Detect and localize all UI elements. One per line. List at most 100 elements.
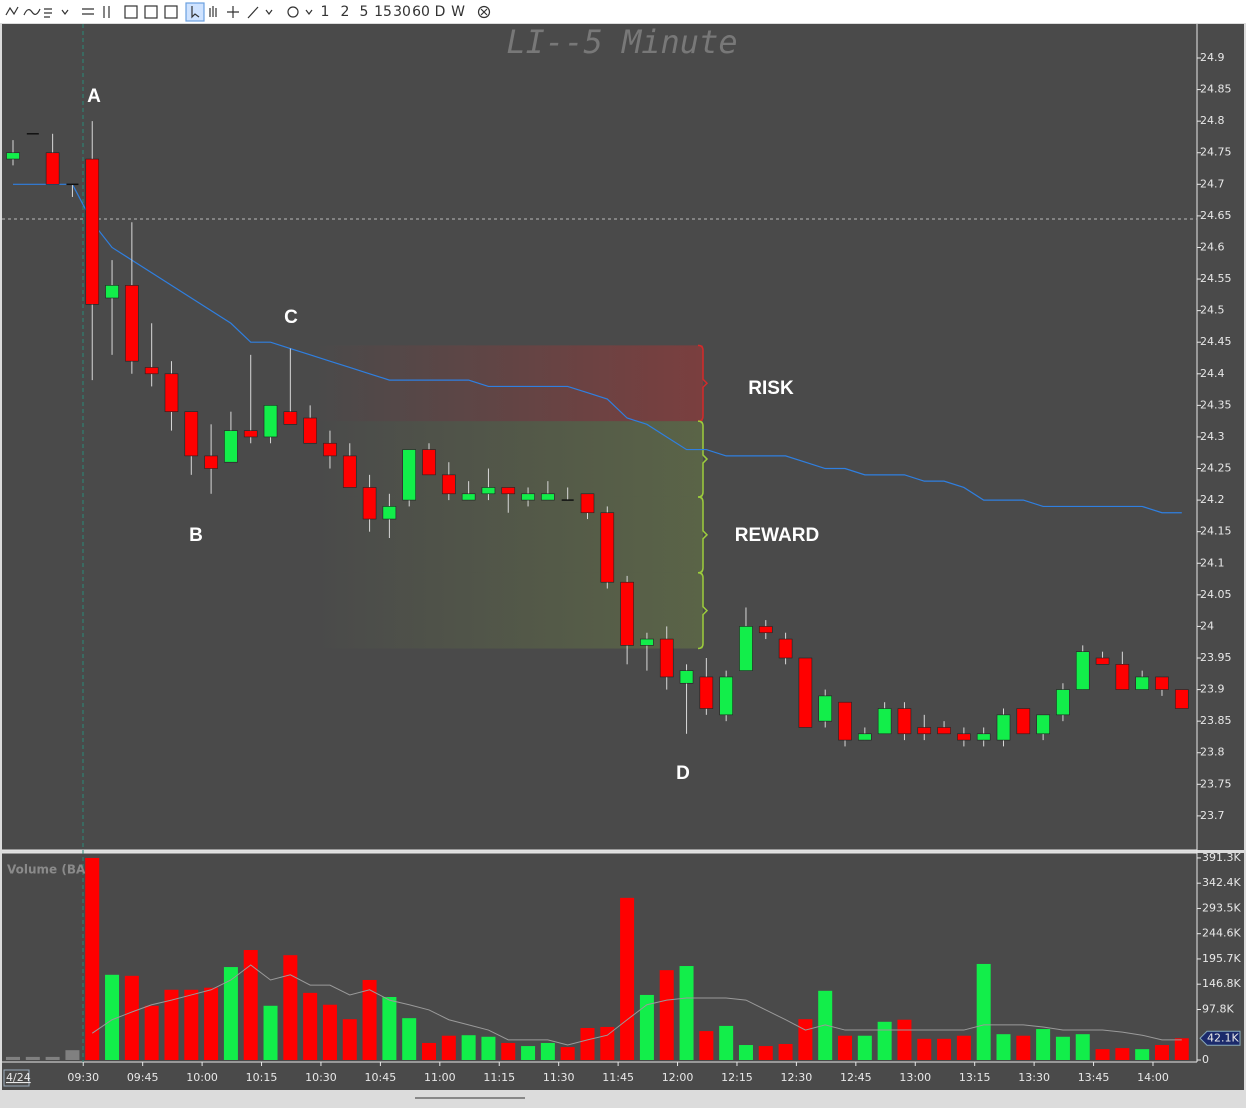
x-tick-label: 13:30 (1018, 1071, 1050, 1084)
interval-button[interactable]: 15 (374, 4, 392, 20)
dropdown-icon[interactable] (305, 9, 313, 15)
volume-tick-label: 293.5K (1202, 901, 1241, 914)
y-tick-label: 24.15 (1200, 525, 1232, 538)
x-tick-label: 13:00 (899, 1071, 931, 1084)
volume-bar (1115, 1048, 1130, 1060)
time-axis (2, 1062, 1244, 1090)
split-h-icon[interactable] (82, 8, 94, 15)
scale-icon[interactable] (164, 5, 178, 19)
date-box (3, 1069, 30, 1087)
interval-button[interactable]: 2 (341, 4, 350, 20)
candle-body (303, 417, 317, 444)
candle-body (996, 714, 1011, 741)
x-tick-label: 10:45 (365, 1071, 397, 1084)
x-tick-label: 09:45 (127, 1071, 159, 1084)
y-tick-label: 24.8 (1200, 114, 1225, 127)
draw-icon[interactable] (247, 6, 259, 19)
volume-bar (956, 1035, 971, 1060)
candle-body (640, 638, 654, 646)
candle-body (719, 676, 733, 716)
candle-body (600, 512, 615, 583)
candle-body (184, 411, 199, 457)
candle-body (501, 487, 516, 495)
candle-body (818, 695, 833, 722)
volume-bar (184, 989, 199, 1060)
hand-icon[interactable] (209, 6, 217, 17)
bar-style-icon[interactable] (44, 8, 52, 18)
volume-bar (738, 1045, 753, 1060)
y-tick-label: 24.1 (1200, 556, 1225, 569)
zone (315, 421, 703, 497)
x-tick-label: 12:00 (662, 1071, 694, 1084)
volume-bar (441, 1035, 456, 1060)
candle-body (1115, 664, 1130, 690)
zoom-icon[interactable] (124, 5, 138, 19)
candle-body (758, 626, 773, 634)
y-tick-label: 24.6 (1200, 240, 1225, 253)
pointer-icon[interactable] (185, 2, 205, 22)
interval-button[interactable]: 5 (360, 4, 369, 20)
volume-bar (382, 997, 397, 1060)
dropdown-icon[interactable] (265, 9, 273, 15)
y-tick-label: 24.65 (1200, 209, 1232, 222)
zone-brace (697, 496, 709, 574)
interval-button[interactable]: D (435, 4, 446, 20)
volume-bar (322, 1004, 337, 1060)
candle-body (521, 493, 535, 501)
last-volume-marker (1199, 1030, 1241, 1046)
crosshair-icon[interactable] (227, 6, 239, 18)
candle-body (679, 670, 694, 684)
candle-body (917, 727, 932, 735)
volume-bar (659, 970, 674, 1060)
y-tick-label: 24.4 (1200, 367, 1225, 380)
y-tick-label: 24 (1200, 619, 1214, 632)
y-tick-label: 23.75 (1200, 777, 1232, 790)
x-tick-label: 11:15 (483, 1071, 515, 1084)
interval-button[interactable]: W (451, 4, 465, 20)
pointer-arrow (191, 6, 200, 19)
zone (315, 345, 703, 422)
x-tick-label: 11:30 (543, 1071, 575, 1084)
volume-bar (204, 987, 219, 1060)
candle-body (659, 638, 674, 678)
volume-axis (1197, 853, 1244, 1062)
candle-body (1155, 676, 1169, 690)
y-tick-label: 23.7 (1200, 809, 1225, 822)
price-axis (1197, 24, 1244, 850)
close-x (480, 8, 488, 16)
close-icon[interactable] (477, 5, 491, 19)
line-style-icon[interactable] (23, 8, 41, 16)
volume-bar (1055, 1036, 1070, 1060)
volume-bar (758, 1046, 773, 1060)
y-tick-label: 24.2 (1200, 493, 1225, 506)
candle-body (382, 506, 397, 520)
fit-icon[interactable] (144, 5, 158, 19)
candle-body (442, 474, 456, 495)
last-volume-label: 42.1K (1207, 1031, 1239, 1044)
y-tick-label: 24.5 (1200, 304, 1225, 317)
annotation: D (676, 763, 690, 784)
volume-bar (65, 1050, 80, 1060)
chart-style-icon[interactable] (5, 6, 19, 16)
volume-bar (25, 1056, 40, 1060)
volume-bar (639, 994, 654, 1060)
annotation: B (189, 525, 203, 546)
candle-body (1036, 714, 1050, 735)
interval-button[interactable]: 30 (393, 4, 411, 20)
candle-body (976, 733, 991, 741)
volume-bar (1075, 1034, 1090, 1060)
volume-bar (560, 1047, 575, 1060)
vwap-line (13, 183, 1182, 514)
volume-bar (857, 1035, 872, 1060)
split-v-icon[interactable] (103, 6, 110, 18)
annotation: REWARD (735, 525, 819, 546)
interval-button[interactable]: 1 (321, 4, 330, 20)
toolbar (0, 0, 1246, 23)
interval-button[interactable]: 60 (412, 4, 430, 20)
candle-body (481, 487, 496, 495)
y-tick-label: 24.85 (1200, 83, 1232, 96)
dropdown-icon[interactable] (61, 9, 69, 15)
refresh-icon[interactable] (287, 6, 299, 18)
volume-bar (719, 1025, 734, 1060)
y-tick-label: 24.9 (1200, 51, 1225, 64)
